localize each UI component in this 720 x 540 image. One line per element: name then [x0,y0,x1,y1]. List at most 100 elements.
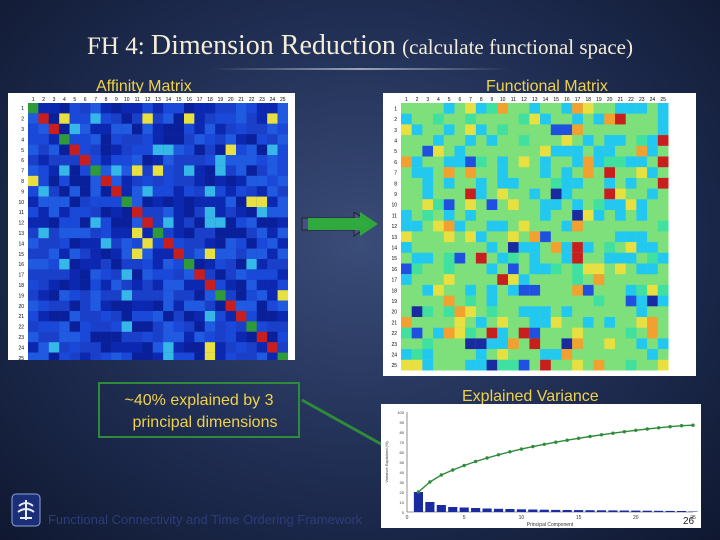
functional-cell [508,263,519,275]
affinity-cell [142,311,153,322]
affinity-cell [111,300,122,311]
affinity-cell [256,279,268,291]
affinity-cell [236,300,247,311]
affinity-cell [28,123,39,135]
functional-cell [411,220,423,232]
affinity-cell [277,113,288,124]
affinity-cell [132,155,143,166]
affinity-col-tick: 14 [166,97,172,103]
functional-cell [604,156,615,168]
functional-cell [615,210,626,221]
affinity-cell [204,175,216,187]
functional-cell [647,284,658,296]
functional-col-tick: 17 [575,97,581,103]
functional-cell [443,252,455,264]
functional-cell [475,252,487,264]
affinity-cell [69,175,80,187]
functional-cell [636,231,648,243]
affinity-cell [121,186,132,197]
affinity-cell [194,196,205,207]
affinity-row-tick: 8 [21,179,24,185]
affinity-cell [28,279,39,291]
functional-cell [582,156,594,168]
affinity-cell [256,207,268,218]
functional-cell [486,359,498,371]
affinity-cell [111,331,122,343]
affinity-cell [100,238,112,249]
functional-cell [411,156,423,168]
affinity-cell [142,134,153,145]
affinity-cell [215,352,226,363]
functional-cell [465,167,476,178]
variance-bar [585,510,595,512]
functional-cell [572,156,583,168]
affinity-cell [246,196,257,207]
cumulative-point [645,427,649,431]
affinity-cell [173,144,184,155]
variance-bar [642,510,652,512]
affinity-cell [152,300,164,311]
functional-row-tick: 23 [391,342,397,348]
affinity-cell [142,248,153,259]
affinity-cell [142,186,153,197]
affinity-cell [142,331,153,343]
affinity-cell [111,103,122,114]
y-tick-label: 30 [400,480,405,485]
variance-bar [574,510,584,512]
functional-cell [550,242,562,253]
affinity-cell [142,103,153,114]
functional-cell [550,199,562,210]
affinity-cell [173,279,184,291]
functional-cell [497,188,508,200]
functional-col-tick: 9 [491,97,494,103]
affinity-cell [246,279,257,291]
affinity-cell [69,227,80,239]
affinity-cell [256,352,268,363]
affinity-cell [236,269,247,280]
affinity-cell [194,279,205,291]
affinity-cell [246,165,257,176]
title-underline [210,68,510,70]
cumulative-point [439,473,444,477]
affinity-cell [132,196,143,207]
affinity-cell [80,217,91,228]
functional-cell [475,231,487,243]
affinity-cell [132,238,143,249]
affinity-cell [142,113,153,124]
affinity-cell [38,207,49,218]
affinity-cell [163,144,174,155]
affinity-cell [28,311,39,322]
affinity-col-tick: 3 [53,97,56,103]
affinity-cell [173,123,184,135]
functional-col-tick: 20 [607,97,613,103]
affinity-cell [90,175,101,187]
cumulative-point [496,453,501,457]
functional-cell [401,263,412,275]
functional-cell [422,349,434,360]
variance-bar [516,509,526,512]
affinity-cell [204,352,216,363]
affinity-cell [184,165,195,176]
affinity-row-tick: 23 [18,335,24,341]
functional-cell [433,327,444,339]
functional-cell [647,295,658,307]
functional-cell [518,156,530,168]
functional-row-tick: 10 [391,203,397,209]
affinity-cell [152,248,164,259]
affinity-col-tick: 11 [135,97,140,103]
affinity-cell [59,175,70,187]
affinity-cell [204,165,216,176]
functional-cell [540,199,551,210]
functional-cell [572,220,583,232]
variance-bar [528,509,538,512]
affinity-cell [69,259,80,270]
affinity-cell [59,352,70,363]
affinity-cell [80,227,91,239]
functional-cell [422,188,434,200]
affinity-cell [215,259,226,270]
affinity-cell [121,227,132,239]
affinity-cell [48,352,60,363]
affinity-cell [225,227,236,239]
cumulative-point [679,424,684,428]
affinity-cell [80,331,91,343]
